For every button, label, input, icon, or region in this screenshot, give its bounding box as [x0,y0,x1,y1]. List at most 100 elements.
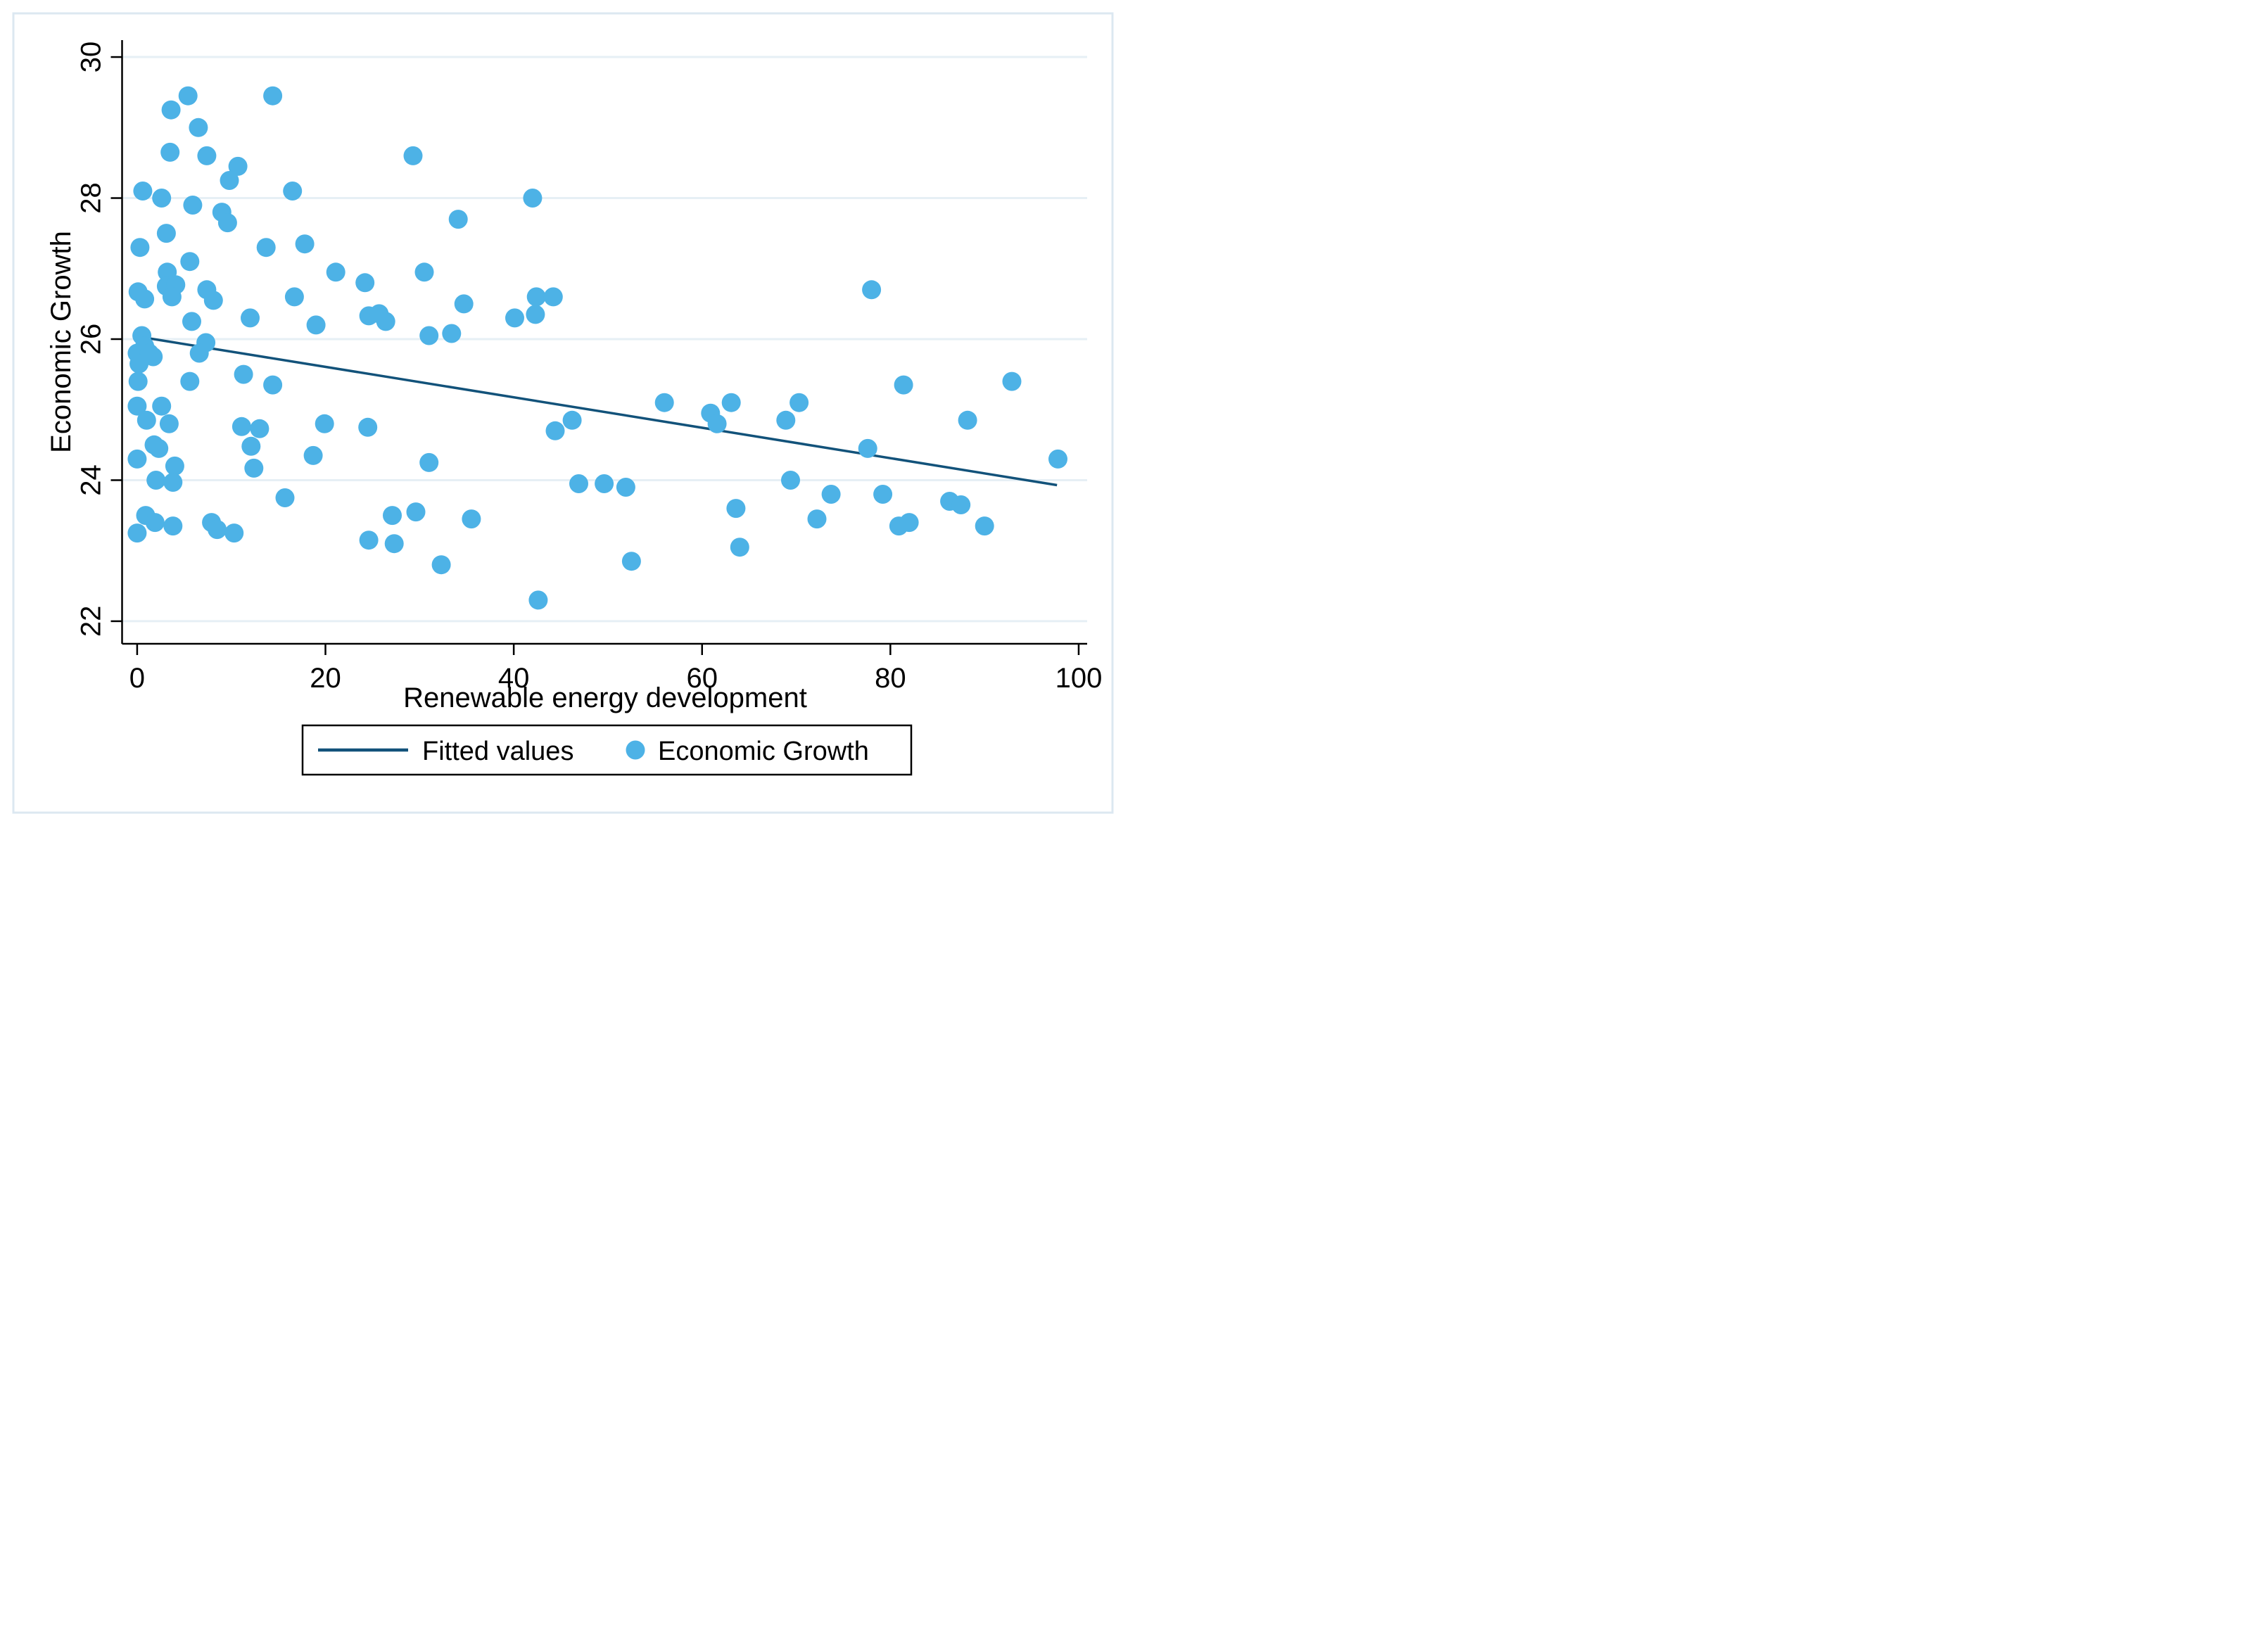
scatter-point [263,375,283,395]
scatter-point [283,182,303,201]
scatter-point [145,513,165,533]
scatter-point [862,280,882,300]
scatter-point [454,294,474,314]
scatter-point [183,196,203,215]
scatter-point [275,488,295,507]
scatter-point [616,478,635,497]
scatter-point [159,414,179,433]
scatter-point [182,312,201,331]
scatter-point [129,354,149,374]
scatter-point [873,485,893,504]
scatter-point [419,452,439,472]
scatter-point [152,396,172,416]
x-axis-title: Renewable energy development [403,682,807,713]
scatter-point [156,224,176,243]
scatter-point [203,291,223,310]
scatter-point [180,252,200,272]
scatter-point [163,473,183,492]
x-tick-label: 60 [686,663,718,694]
x-tick-label: 100 [1055,663,1103,694]
scatter-point [528,590,548,610]
scatter-point [448,210,468,229]
y-tick-label: 24 [76,464,107,496]
scatter-point [543,287,563,307]
scatter-point [165,456,184,476]
scatter-point [790,393,809,412]
scatter-point [358,417,378,437]
scatter-point [189,117,208,137]
scatter-point [776,410,796,430]
axis-ticks [110,56,1080,655]
scatter-point [414,262,434,282]
scatter-point [721,393,741,412]
scatter-point [178,86,198,106]
scatter-point [726,499,746,519]
scatter-point [1048,449,1067,469]
scatter-point [376,312,395,331]
scatter-point [462,509,481,529]
scatter-point [403,146,423,165]
legend-label-economic-growth: Economic Growth [658,737,869,766]
scatter-point [127,449,147,469]
scatter-point [505,308,524,328]
scatter-point [595,474,614,493]
scatter-point [951,495,971,514]
scatter-point [256,238,276,258]
scatter-point [228,156,248,176]
scatter-point [180,371,200,391]
y-axis-title: Economic Growth [46,231,77,453]
scatter-point [149,438,169,458]
scatter-point [295,234,315,254]
scatter-point [144,347,163,367]
chart-canvas: 0 20 40 60 80 100 22 24 26 28 30 Renewable energy … [12,12,1114,814]
scatter-point [523,189,543,208]
scatter-point [569,474,588,493]
scatter-point [232,417,251,436]
scatter-point [562,410,582,430]
scatter-point [135,289,155,309]
scatter-point [303,445,323,465]
scatter-point [130,238,150,258]
y-tick-label: 28 [76,182,107,214]
scatter-point [958,410,977,430]
scatter-point [821,485,841,504]
y-tick-label: 26 [76,324,107,355]
axis-tick-labels: 0 20 40 60 80 100 22 24 26 28 30 [76,42,1103,694]
scatter-point [162,287,182,307]
legend-marker-sample [626,740,645,760]
scatter-point [127,523,147,543]
scatter-point [161,100,181,120]
x-tick-label: 40 [498,663,530,694]
gridlines [122,56,1087,623]
scatter-point [284,287,304,307]
scatter-point [137,410,156,430]
scatter-point [224,523,244,543]
legend-label-fitted-values: Fitted values [422,737,573,766]
scatter-point [526,305,545,324]
x-tick-label: 0 [129,663,145,694]
scatter-point [858,438,877,458]
scatter-point [406,502,426,522]
scatter-point [730,538,749,557]
scatter-point [526,287,546,307]
fitted-line [149,337,1058,487]
scatter-point [384,534,404,554]
scatter-point [899,513,919,533]
figure: 0 20 40 60 80 100 22 24 26 28 30 Renewable energy … [0,0,1126,826]
scatter-point [359,530,379,550]
scatter-point [654,393,674,412]
scatter-point [241,436,261,456]
plot-series [127,86,1067,610]
scatter-point [355,273,375,293]
scatter-point [419,326,439,345]
scatter-point [133,182,153,201]
scatter-point [707,414,727,433]
scatter-point [197,146,217,165]
scatter-point [163,516,183,536]
scatter-point [241,308,260,328]
scatter-point [383,506,402,526]
scatter-point [146,471,166,490]
scatter-point [128,371,148,391]
scatter-point [244,458,264,478]
scatter-point [306,315,326,335]
